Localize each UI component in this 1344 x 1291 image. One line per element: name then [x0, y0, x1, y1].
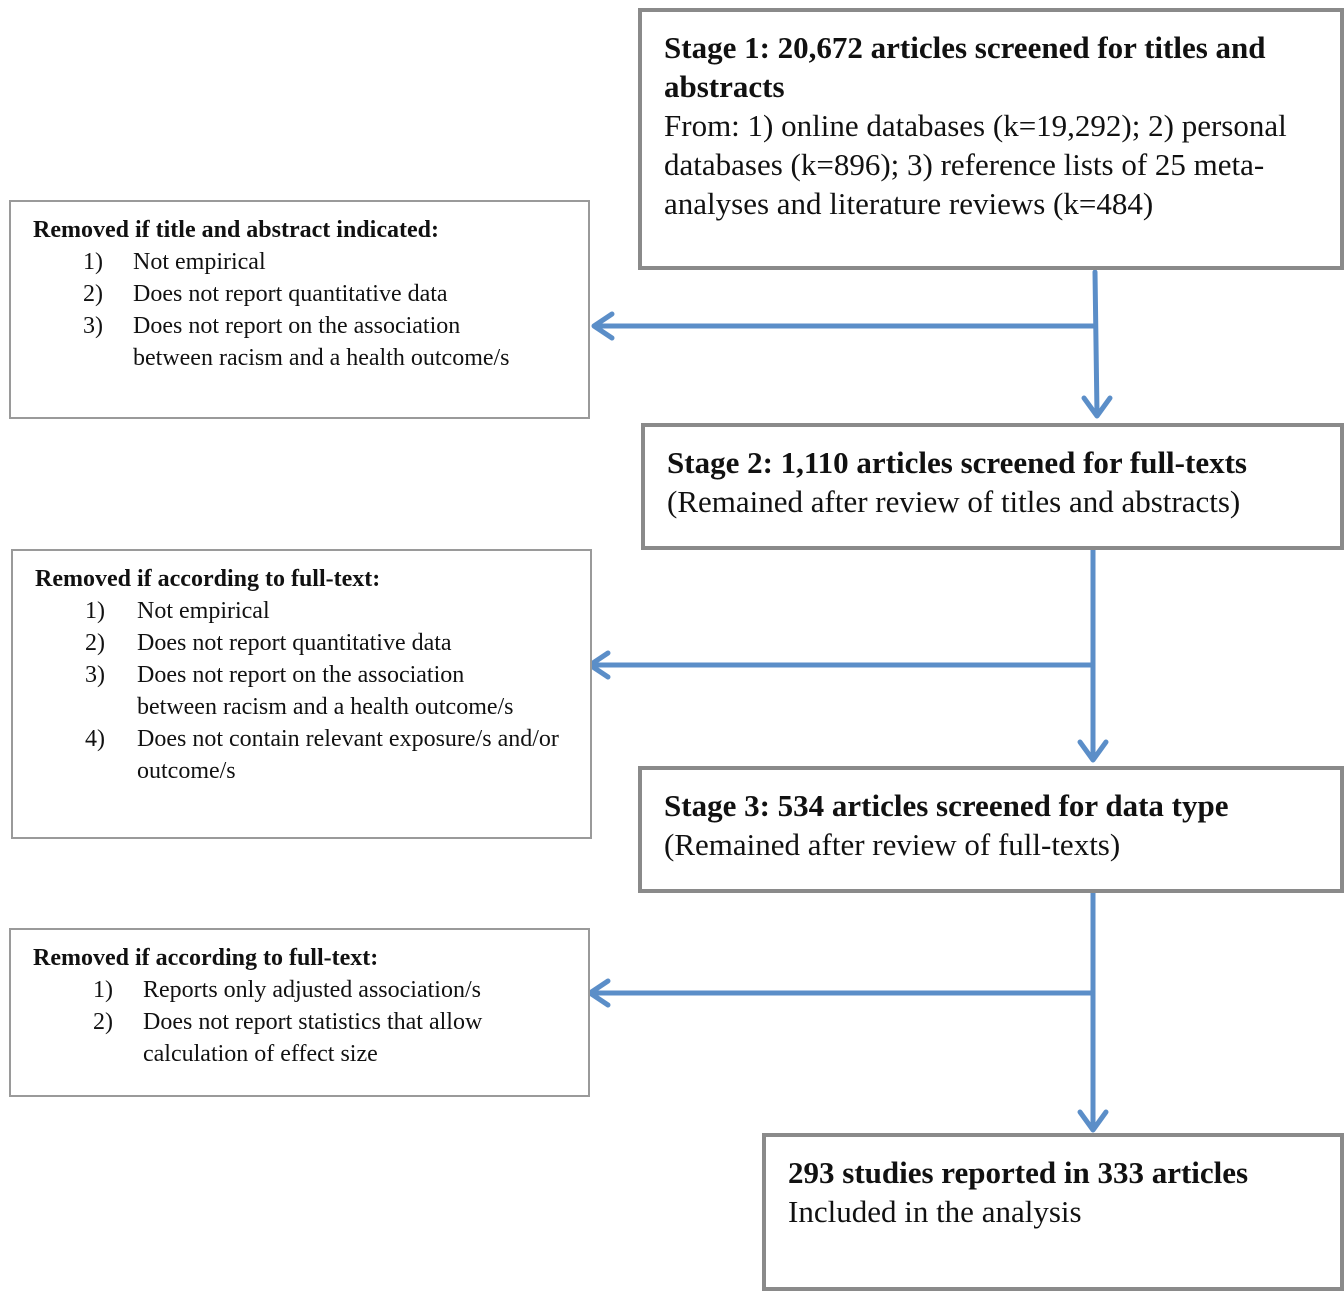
- final-body: Included in the analysis: [788, 1194, 1082, 1229]
- exclusion3-item-text: Reports only adjusted association/s: [143, 977, 481, 1003]
- exclusion2-title: Removed if according to full-text:: [35, 566, 381, 592]
- stage2-title: Stage 2: 1,110 articles screened for ful…: [667, 445, 1247, 480]
- exclusion3-item: 1) Reports only adjusted association/s: [93, 974, 568, 1006]
- exclusion3-box: Removed if according to full-text: 1) Re…: [9, 928, 590, 1097]
- arrowhead-final: [1077, 1109, 1109, 1133]
- exclusion2-list: 1) Not empirical 2) Does not report quan…: [35, 595, 570, 787]
- arrow-stage1-to-stage2: [1092, 269, 1100, 417]
- stage1-box: Stage 1: 20,672 articles screened for ti…: [638, 8, 1344, 270]
- exclusion2-item-text: Not empirical: [137, 598, 270, 624]
- exclusion2-item: 3) Does not report on the association be…: [85, 659, 570, 723]
- exclusion1-item-text: Does not report on the association betwe…: [133, 313, 510, 371]
- stage3-title: Stage 3: 534 articles screened for data …: [664, 788, 1229, 823]
- exclusion1-item: 2) Does not report quantitative data: [83, 278, 568, 310]
- stage1-body: From: 1) online databases (k=19,292); 2)…: [664, 108, 1287, 221]
- exclusion1-box: Removed if title and abstract indicated:…: [9, 200, 590, 419]
- exclusion3-item-number: 1): [93, 977, 113, 1003]
- exclusion1-item: 3) Does not report on the association be…: [83, 310, 568, 374]
- exclusion2-item-text: Does not contain relevant exposure/s and…: [137, 726, 559, 784]
- arrowhead-exclusion1: [591, 311, 615, 341]
- stage1-title: Stage 1: 20,672 articles screened for ti…: [664, 30, 1266, 104]
- arrowhead-exclusion3: [587, 978, 611, 1008]
- exclusion1-title: Removed if title and abstract indicated:: [33, 217, 439, 243]
- stage2-body: (Remained after review of titles and abs…: [667, 484, 1241, 519]
- exclusion1-item-text: Does not report quantitative data: [133, 281, 448, 307]
- exclusion2-item-text: Does not report quantitative data: [137, 630, 452, 656]
- exclusion2-box: Removed if according to full-text: 1) No…: [11, 549, 592, 839]
- exclusion3-title: Removed if according to full-text:: [33, 945, 379, 971]
- exclusion2-item-number: 2): [85, 630, 105, 656]
- exclusion2-item: 1) Not empirical: [85, 595, 570, 627]
- stage3-body: (Remained after review of full-texts): [664, 827, 1121, 862]
- exclusion3-item-number: 2): [93, 1009, 113, 1035]
- exclusion1-list: 1) Not empirical 2) Does not report quan…: [33, 246, 568, 374]
- exclusion2-item-number: 4): [85, 726, 105, 752]
- stage3-box: Stage 3: 534 articles screened for data …: [638, 766, 1344, 893]
- exclusion1-item-text: Not empirical: [133, 249, 266, 275]
- exclusion1-item: 1) Not empirical: [83, 246, 568, 278]
- exclusion2-item-number: 3): [85, 662, 105, 688]
- final-title: 293 studies reported in 333 articles: [788, 1155, 1249, 1190]
- exclusion2-item-number: 1): [85, 598, 105, 624]
- exclusion2-item: 4) Does not contain relevant exposure/s …: [85, 723, 570, 787]
- arrowhead-stage2: [1081, 395, 1113, 419]
- exclusion1-item-number: 2): [83, 281, 103, 307]
- exclusion1-item-number: 3): [83, 313, 103, 339]
- exclusion2-item-text: Does not report on the association betwe…: [137, 662, 514, 720]
- stage2-box: Stage 2: 1,110 articles screened for ful…: [641, 423, 1344, 550]
- final-box: 293 studies reported in 333 articles Inc…: [762, 1133, 1344, 1291]
- exclusion3-list: 1) Reports only adjusted association/s 2…: [33, 974, 568, 1070]
- arrowhead-stage3: [1077, 739, 1109, 763]
- exclusion3-item: 2) Does not report statistics that allow…: [93, 1006, 568, 1070]
- exclusion1-item-number: 1): [83, 249, 103, 275]
- exclusion2-item: 2) Does not report quantitative data: [85, 627, 570, 659]
- exclusion3-item-text: Does not report statistics that allow ca…: [143, 1009, 483, 1067]
